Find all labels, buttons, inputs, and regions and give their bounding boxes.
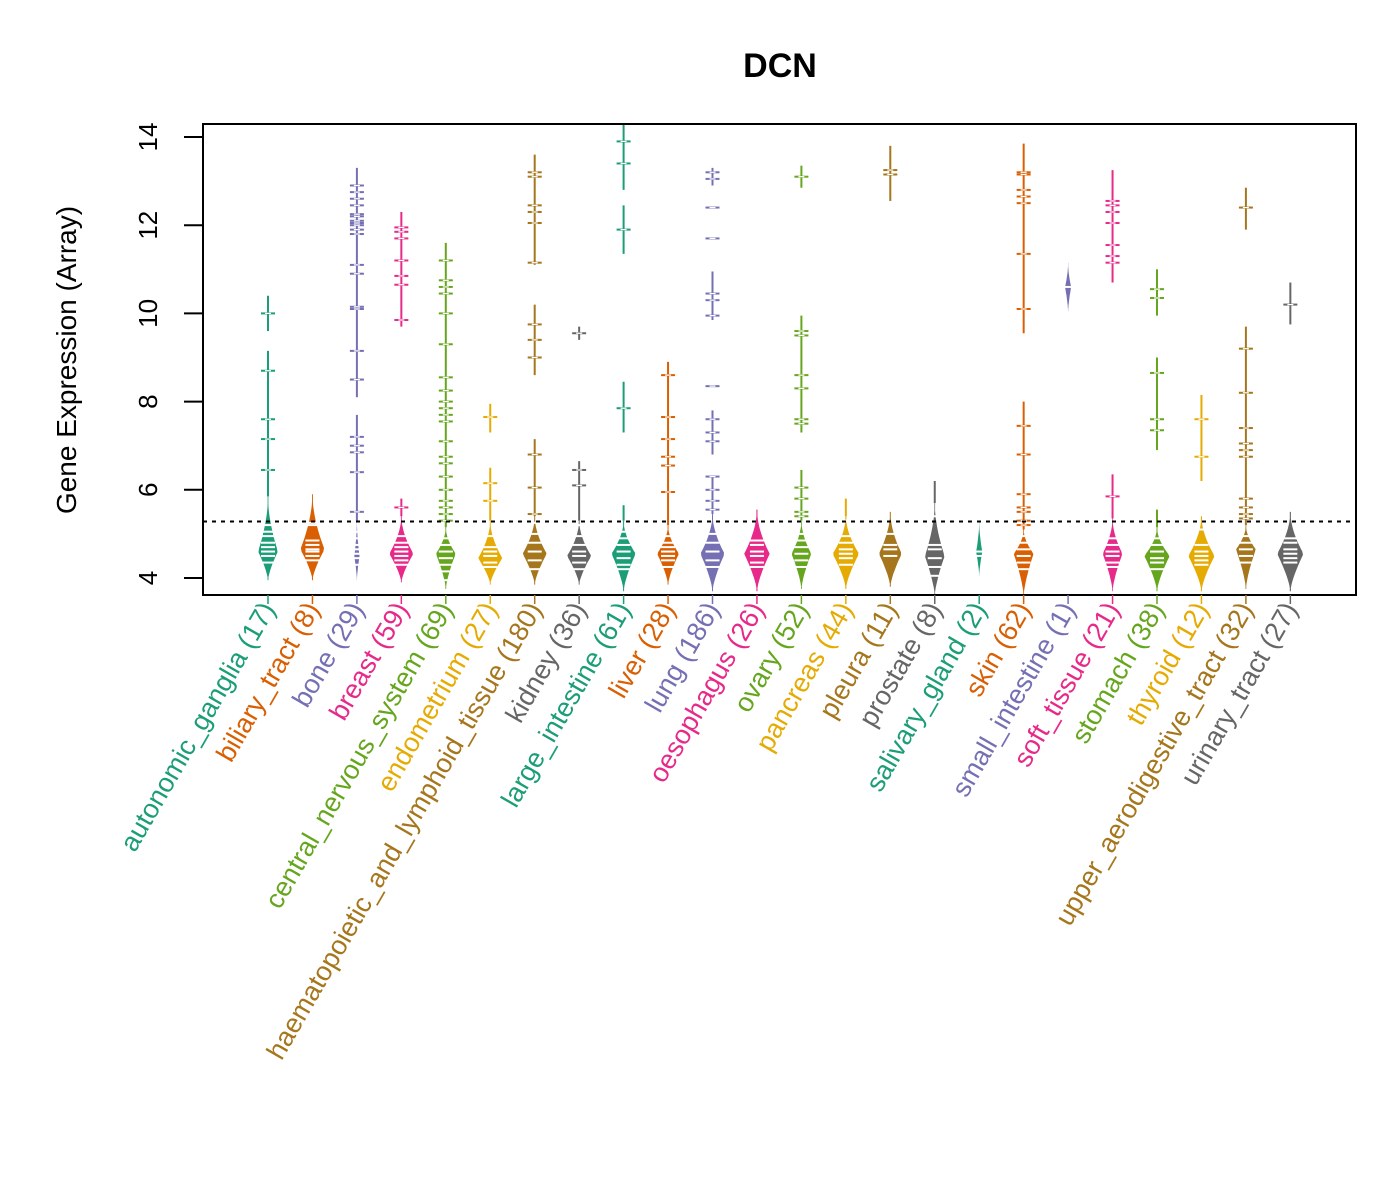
beans-layer	[258, 123, 1303, 596]
bean-kidney	[567, 326, 591, 585]
bean-liver	[657, 361, 679, 585]
bean-urinary-tract	[1277, 282, 1303, 592]
bean-central-nervous-system	[436, 242, 456, 589]
y-tick-label: 12	[133, 211, 163, 240]
bean-bone	[349, 167, 364, 581]
bean-upper-aerodigestive-tract	[1236, 187, 1256, 589]
bean-pleura	[879, 145, 902, 587]
bean-body	[1277, 511, 1303, 592]
bean-body	[478, 520, 503, 585]
y-axis-label: Gene Expression (Array)	[51, 206, 82, 514]
bean-body	[657, 525, 679, 585]
bean-body	[1236, 525, 1256, 589]
y-tick-label: 4	[133, 571, 163, 585]
bean-breast	[389, 211, 413, 583]
bean-stomach	[1144, 269, 1170, 592]
bean-body	[791, 520, 811, 589]
y-axis: 4 6 8 10 12 14	[133, 123, 203, 585]
bean-autonomic-ganglia	[258, 295, 278, 581]
bean-body	[1144, 527, 1170, 592]
bean-salivary-gland	[972, 520, 987, 576]
bean-body	[567, 520, 591, 585]
y-tick-label: 10	[133, 299, 163, 328]
bean-large-intestine	[612, 123, 636, 592]
plot-frame	[202, 123, 1357, 596]
bean-prostate	[925, 480, 945, 596]
bean-oesophagus	[744, 509, 770, 592]
bean-endometrium	[478, 403, 503, 585]
bean-body	[389, 516, 413, 583]
y-tick-label: 14	[133, 123, 163, 152]
y-tick-label: 6	[133, 483, 163, 497]
bean-body	[1103, 518, 1122, 592]
bean-body	[522, 516, 547, 585]
bean-small-intestine	[1061, 262, 1076, 312]
bean-body	[833, 516, 859, 589]
bean-haematopoietic-and-lymphoid-tissue	[522, 154, 547, 585]
bean-body	[1188, 516, 1215, 592]
bean-ovary	[791, 165, 811, 589]
bean-body	[612, 520, 636, 592]
y-tick-label: 8	[133, 394, 163, 408]
bean-body	[701, 514, 724, 592]
bean-soft-tissue	[1103, 170, 1122, 592]
bean-body	[976, 520, 983, 576]
chart-title: DCN	[743, 47, 817, 85]
bean-lung	[701, 167, 724, 592]
bean-body	[744, 509, 770, 592]
bean-pancreas	[833, 498, 859, 589]
bean-biliary-tract	[300, 494, 324, 581]
bean-body	[354, 520, 360, 581]
bean-thyroid	[1188, 394, 1215, 592]
bean-body	[258, 496, 278, 581]
bean-body	[300, 494, 324, 581]
